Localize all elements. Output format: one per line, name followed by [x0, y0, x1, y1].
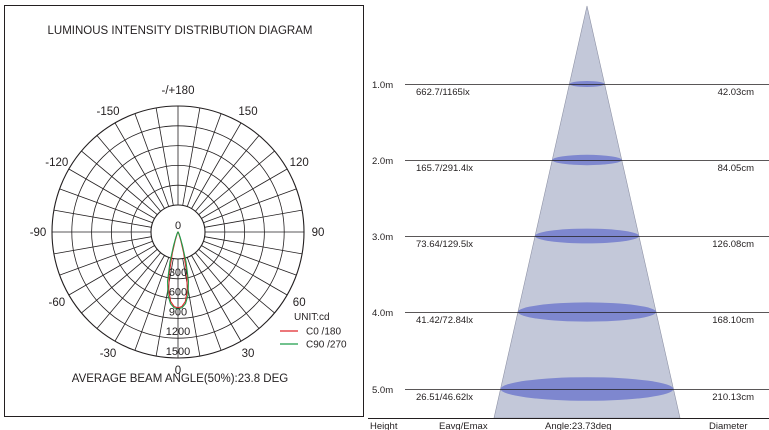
- beam-spot-4: [517, 302, 657, 322]
- footer-height: Height: [370, 421, 398, 430]
- beam-spot-5: [500, 377, 674, 401]
- polar-spoke-330: [114, 122, 165, 209]
- polar-legend: UNIT:cd C0 /180 C90 /270: [280, 312, 347, 351]
- angle-label-neg90: -90: [30, 227, 47, 239]
- angle-label-30: 150: [238, 106, 257, 118]
- polar-spoke-50: [198, 150, 275, 215]
- polar-spoke-150: [191, 255, 242, 342]
- polar-spoke-260: [53, 236, 152, 255]
- angle-label-neg150: -30: [100, 348, 117, 360]
- polar-spoke-70: [203, 188, 297, 224]
- beam-spot-2: [552, 154, 622, 166]
- unit-label: UNIT:cd: [294, 312, 330, 323]
- polar-spoke-280: [53, 209, 152, 228]
- polar-spoke-120: [201, 245, 288, 296]
- ring-label-0: 0: [175, 220, 181, 232]
- angle-label-150: 30: [242, 348, 255, 360]
- row-height: 5.0m: [372, 385, 393, 396]
- ring-label-600: 600: [169, 287, 187, 299]
- row-illuminance: 41.42/72.84lx: [416, 315, 473, 326]
- footer-eavg: Eavg/Emax: [439, 421, 488, 430]
- intensity-curve-c90: [167, 231, 189, 310]
- polar-spoke-160: [186, 257, 222, 351]
- angle-label-60: 120: [290, 157, 309, 169]
- row-height: 4.0m: [372, 308, 393, 319]
- polar-spoke-80: [204, 209, 303, 228]
- row-height: 3.0m: [372, 232, 393, 243]
- polar-curves: [167, 231, 189, 310]
- row-diameter: 210.13cm: [712, 392, 754, 403]
- polar-spoke-310: [81, 150, 158, 215]
- row-illuminance: 165.7/291.4lx: [416, 163, 473, 174]
- polar-spoke-190: [155, 258, 174, 357]
- polar-grid: [51, 105, 305, 359]
- polar-ring-labels: 0 300 600 900 1200 1500: [166, 220, 190, 358]
- angle-label-neg30: -150: [96, 106, 119, 118]
- angle-label-120: 60: [293, 297, 306, 309]
- light-cone: [493, 5, 681, 419]
- beam-angle-caption: AVERAGE BEAM ANGLE(50%):23.8 DEG: [72, 373, 289, 385]
- angle-label-neg60: -120: [45, 157, 68, 169]
- polar-spoke-30: [191, 122, 242, 209]
- polar-spoke-220: [96, 252, 161, 329]
- row-diameter: 126.08cm: [712, 239, 754, 250]
- polar-spoke-240: [68, 245, 155, 296]
- polar-spoke-340: [134, 113, 170, 207]
- polar-spoke-210: [114, 255, 165, 342]
- row-diameter: 168.10cm: [712, 315, 754, 326]
- polar-spoke-100: [204, 236, 303, 255]
- row-height: 1.0m: [372, 80, 393, 91]
- beam-spot-3: [535, 228, 639, 244]
- polar-spoke-320: [96, 135, 161, 212]
- angle-label-0: -/+180: [162, 85, 195, 97]
- cone-panel: 1.0m 662.7/1165lx 42.03cm 2.0m 165.7/291.4lx…: [368, 5, 769, 430]
- cone-rows: 1.0m 662.7/1165lx 42.03cm 2.0m 165.7/291.4lx…: [372, 80, 769, 403]
- polar-spoke-60: [201, 168, 288, 219]
- row-illuminance: 26.51/46.62lx: [416, 392, 473, 403]
- polar-spoke-130: [198, 249, 275, 314]
- angle-label-neg120: -60: [48, 297, 65, 309]
- polar-spoke-140: [195, 252, 260, 329]
- legend-label-c0: C0 /180: [306, 327, 341, 338]
- angle-label-90: 90: [312, 227, 325, 239]
- row-diameter: 42.03cm: [718, 87, 755, 98]
- polar-spoke-170: [182, 258, 201, 357]
- footer-diameter: Diameter: [709, 421, 748, 430]
- legend-label-c90: C90 /270: [306, 340, 347, 351]
- row-diameter: 84.05cm: [718, 163, 755, 174]
- ring-label-1500: 1500: [166, 346, 190, 358]
- polar-spoke-290: [59, 188, 153, 224]
- polar-spoke-250: [59, 240, 153, 276]
- ring-label-300: 300: [169, 267, 187, 279]
- row-illuminance: 73.64/129.5lx: [416, 239, 473, 250]
- polar-spoke-110: [203, 240, 297, 276]
- polar-panel: LUMINOUS INTENSITY DISTRIBUTION DIAGRAM …: [4, 5, 364, 417]
- ring-label-1200: 1200: [166, 326, 190, 338]
- polar-spoke-20: [186, 113, 222, 207]
- cone-shape: [493, 5, 681, 419]
- footer-angle: Angle:23.73deg: [545, 421, 612, 430]
- polar-spoke-230: [81, 249, 158, 314]
- row-height: 2.0m: [372, 156, 393, 167]
- polar-spoke-350: [155, 107, 174, 206]
- polar-spoke-300: [68, 168, 155, 219]
- beam-spot-1: [569, 81, 605, 87]
- polar-angle-labels: -/+180 150 -150 120 -120 90 -90 60 -60 30 -30 0: [30, 85, 325, 377]
- angle-label-180: 0: [175, 365, 181, 377]
- row-illuminance: 662.7/1165lx: [416, 87, 470, 98]
- polar-spoke-10: [182, 107, 201, 206]
- polar-frame: [4, 5, 364, 417]
- polar-spoke-40: [195, 135, 260, 212]
- polar-spoke-200: [134, 257, 170, 351]
- ring-label-900: 900: [169, 306, 187, 318]
- polar-title: LUMINOUS INTENSITY DISTRIBUTION DIAGRAM: [48, 25, 313, 37]
